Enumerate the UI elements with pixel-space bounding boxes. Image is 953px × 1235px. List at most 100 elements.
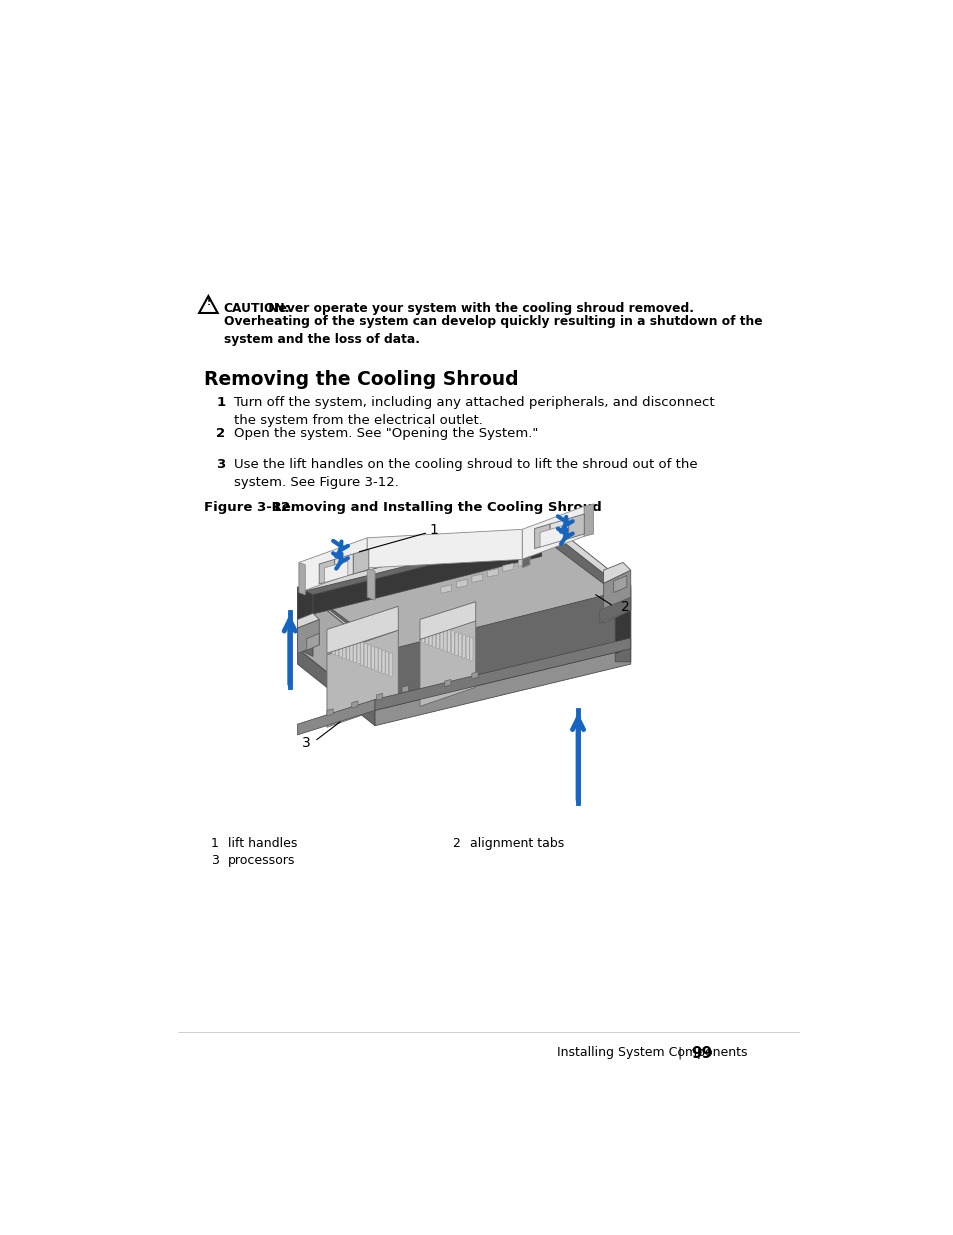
Polygon shape xyxy=(375,638,630,710)
Polygon shape xyxy=(443,627,446,652)
Polygon shape xyxy=(451,630,454,655)
Text: Never operate your system with the cooling shroud removed.: Never operate your system with the cooli… xyxy=(264,303,694,315)
Text: 3: 3 xyxy=(302,736,311,751)
Polygon shape xyxy=(603,571,630,624)
Text: Overheating of the system can develop quickly resulting in a shutdown of the
sys: Overheating of the system can develop qu… xyxy=(224,315,761,346)
Polygon shape xyxy=(375,648,630,726)
Polygon shape xyxy=(502,563,513,572)
Polygon shape xyxy=(328,630,332,653)
Text: 2: 2 xyxy=(216,427,225,440)
Polygon shape xyxy=(615,585,630,655)
Polygon shape xyxy=(447,629,450,653)
Text: alignment tabs: alignment tabs xyxy=(469,837,563,851)
Polygon shape xyxy=(539,526,562,547)
Text: 3: 3 xyxy=(216,458,225,471)
Polygon shape xyxy=(324,561,348,583)
Text: !: ! xyxy=(206,298,211,306)
Polygon shape xyxy=(439,626,443,650)
Polygon shape xyxy=(487,568,497,577)
Polygon shape xyxy=(376,693,382,700)
Polygon shape xyxy=(385,651,388,676)
Polygon shape xyxy=(458,634,461,657)
Polygon shape xyxy=(402,685,408,693)
Polygon shape xyxy=(297,648,375,726)
Polygon shape xyxy=(419,620,476,706)
Text: Turn off the system, including any attached peripherals, and disconnect
the syst: Turn off the system, including any attac… xyxy=(233,396,714,427)
Polygon shape xyxy=(521,556,530,568)
Polygon shape xyxy=(534,524,550,548)
Polygon shape xyxy=(353,638,356,663)
Polygon shape xyxy=(297,634,313,656)
Text: CAUTION:: CAUTION: xyxy=(224,303,291,315)
Polygon shape xyxy=(313,537,615,651)
Polygon shape xyxy=(298,537,367,593)
Text: Removing the Cooling Shroud: Removing the Cooling Shroud xyxy=(204,370,518,389)
Polygon shape xyxy=(367,645,371,668)
Polygon shape xyxy=(346,636,349,661)
Polygon shape xyxy=(364,643,367,667)
Polygon shape xyxy=(425,621,428,645)
Polygon shape xyxy=(332,631,335,655)
Polygon shape xyxy=(297,614,319,627)
Polygon shape xyxy=(297,587,375,710)
Polygon shape xyxy=(550,519,568,543)
Polygon shape xyxy=(327,606,397,653)
Text: Figure 3-12.: Figure 3-12. xyxy=(204,501,295,514)
Polygon shape xyxy=(352,701,357,708)
Text: Open the system. See "Opening the System.": Open the system. See "Opening the System… xyxy=(233,427,537,440)
Text: 2: 2 xyxy=(452,837,460,851)
Polygon shape xyxy=(521,506,583,559)
Polygon shape xyxy=(335,555,353,579)
Polygon shape xyxy=(472,574,482,583)
Polygon shape xyxy=(436,625,439,648)
Polygon shape xyxy=(367,568,375,600)
Polygon shape xyxy=(433,624,436,647)
Text: |: | xyxy=(677,1046,680,1060)
Polygon shape xyxy=(517,558,529,567)
Polygon shape xyxy=(313,537,541,614)
Polygon shape xyxy=(307,634,319,651)
Polygon shape xyxy=(462,635,465,658)
Polygon shape xyxy=(375,647,377,671)
Text: Use the lift handles on the cooling shroud to lift the shroud out of the
system.: Use the lift handles on the cooling shro… xyxy=(233,458,697,489)
Text: 3: 3 xyxy=(211,855,218,867)
Polygon shape xyxy=(440,585,452,593)
Polygon shape xyxy=(335,632,338,656)
Polygon shape xyxy=(367,530,521,568)
Polygon shape xyxy=(568,514,583,538)
Polygon shape xyxy=(297,699,375,735)
Text: Installing System Components: Installing System Components xyxy=(557,1046,747,1060)
Polygon shape xyxy=(297,526,630,648)
Polygon shape xyxy=(297,587,313,641)
Polygon shape xyxy=(298,562,305,595)
Polygon shape xyxy=(421,620,424,643)
Polygon shape xyxy=(297,620,319,653)
Polygon shape xyxy=(327,630,397,727)
Polygon shape xyxy=(350,637,353,662)
Polygon shape xyxy=(419,601,476,640)
Polygon shape xyxy=(378,648,381,673)
Polygon shape xyxy=(466,636,469,659)
Text: lift handles: lift handles xyxy=(228,837,296,851)
Polygon shape xyxy=(599,597,630,624)
Polygon shape xyxy=(327,709,333,716)
Text: 99: 99 xyxy=(691,1046,712,1061)
Text: 1: 1 xyxy=(429,524,437,537)
Polygon shape xyxy=(371,646,374,669)
Polygon shape xyxy=(342,635,346,658)
Polygon shape xyxy=(305,531,622,648)
Polygon shape xyxy=(381,650,385,674)
Polygon shape xyxy=(603,562,630,583)
Polygon shape xyxy=(444,679,451,687)
Polygon shape xyxy=(356,641,359,664)
Polygon shape xyxy=(472,672,477,679)
Polygon shape xyxy=(319,559,335,584)
Polygon shape xyxy=(470,637,473,661)
Polygon shape xyxy=(583,504,593,536)
Text: processors: processors xyxy=(228,855,294,867)
Polygon shape xyxy=(613,576,626,593)
Polygon shape xyxy=(339,634,342,657)
Polygon shape xyxy=(360,642,363,666)
Polygon shape xyxy=(615,646,630,662)
Polygon shape xyxy=(456,579,467,588)
